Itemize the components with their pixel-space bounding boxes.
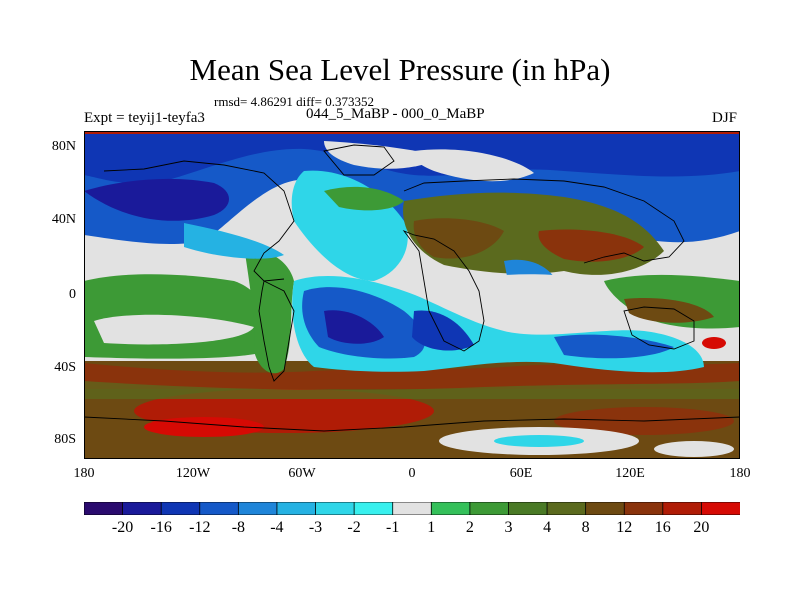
- colorbar-tick-label: 8: [581, 519, 590, 536]
- north-america-coast: [103, 160, 295, 282]
- experiment-label: Expt = teyij1-teyfa3: [84, 110, 205, 126]
- colorbar-tick-label: 1: [427, 519, 436, 536]
- colorbar-swatch: [84, 502, 124, 515]
- australia-peak: [702, 337, 726, 349]
- lon-label-60w: 60W: [288, 466, 316, 481]
- lon-label-120e: 120E: [615, 466, 645, 481]
- colorbar-swatch: [160, 502, 201, 515]
- eurasia-coast: [403, 178, 685, 264]
- lon-label-180e: 180: [729, 466, 751, 481]
- tropical-light-band: [464, 274, 647, 324]
- colorbar-tick-label: -3: [308, 519, 323, 536]
- colorbar-tick-label: 3: [504, 519, 513, 536]
- americas-green: [244, 246, 294, 374]
- pressure-map: [84, 131, 740, 459]
- australia-brown: [624, 297, 714, 323]
- colorbar-swatch: [508, 502, 548, 515]
- period-subtitle: 044_5_MaBP - 000_0_MaBP: [306, 106, 485, 122]
- indian-south-low: [554, 334, 674, 359]
- south-atlantic-core: [324, 310, 384, 344]
- lat-label-40s: 40S: [54, 360, 76, 375]
- europe-brown: [413, 218, 504, 259]
- antarctic-light-east: [654, 441, 734, 457]
- colorbar-tick-label: 20: [693, 519, 710, 536]
- colorbar-tick-label: 4: [543, 519, 552, 536]
- southern-rust-band: [84, 363, 740, 389]
- pacific-light-patch: [94, 314, 254, 345]
- colorbar-tick-label: -8: [231, 519, 246, 536]
- pacific-cyan: [184, 223, 284, 259]
- map-border: [84, 131, 740, 459]
- colorbar-swatch: [122, 502, 163, 515]
- colorbar-tick-label: -12: [189, 519, 211, 536]
- antarctica-coast: [84, 416, 740, 432]
- lon-label-60e: 60E: [509, 466, 533, 481]
- colorbar-swatch: [623, 502, 664, 515]
- lat-label-40n: 40N: [51, 212, 76, 227]
- lon-label-120w: 120W: [175, 466, 211, 481]
- colorbar-swatch: [430, 502, 471, 515]
- colorbar-swatch: [701, 502, 740, 515]
- stats-line: rmsd= 4.86291 diff= 0.373352: [214, 94, 374, 109]
- colorbar-tick-label: -1: [386, 519, 400, 536]
- colorbar-swatch: [276, 502, 317, 515]
- colorbar-tick-label: 12: [616, 519, 633, 536]
- colorbar-swatches: [84, 502, 740, 515]
- north-pacific-low: [84, 178, 229, 221]
- colorbar-swatch: [662, 502, 703, 515]
- lat-label-80s: 80S: [54, 432, 76, 447]
- arctic-light-east: [413, 149, 534, 182]
- lat-label-eq: 0: [69, 287, 76, 302]
- colorbar-tick-label: -20: [111, 519, 134, 536]
- colorbar-swatch: [585, 502, 626, 515]
- southern-olive-band: [84, 381, 740, 399]
- lat-label-80n: 80N: [51, 139, 76, 154]
- colorbar-swatch: [315, 502, 356, 515]
- season-label: DJF: [712, 110, 738, 126]
- asia-rust: [538, 229, 644, 262]
- lon-label-0: 0: [408, 466, 416, 481]
- lon-label-180w: 180: [73, 466, 95, 481]
- colorbar-swatch: [392, 502, 433, 515]
- arctic-light-patch: [324, 141, 444, 169]
- map-canvas: [84, 131, 740, 459]
- colorbar: [84, 502, 740, 515]
- arctic-red-strip: [84, 131, 740, 134]
- colorbar-tick-label: -2: [347, 519, 361, 536]
- chart-title: Mean Sea Level Pressure (in hPa): [189, 52, 611, 87]
- greenland-coast: [323, 144, 395, 176]
- coastlines: [84, 144, 740, 432]
- antarctic-cyan-patch: [494, 435, 584, 447]
- colorbar-tick-label: -16: [150, 519, 172, 536]
- colorbar-swatch: [469, 502, 510, 515]
- colorbar-swatch: [237, 502, 278, 515]
- africa-coast: [402, 229, 485, 352]
- colorbar-tick-label: 2: [465, 519, 474, 536]
- australia-coast: [623, 306, 695, 350]
- colorbar-tick-label: -4: [270, 519, 284, 536]
- colorbar-swatch: [353, 502, 394, 515]
- africa-south-low: [412, 310, 474, 351]
- colorbar-tick-label: 16: [654, 519, 671, 536]
- colorbar-swatch: [546, 502, 587, 515]
- colorbar-swatch: [199, 502, 240, 515]
- south-america-coast: [258, 280, 295, 382]
- greenland-green: [324, 186, 404, 211]
